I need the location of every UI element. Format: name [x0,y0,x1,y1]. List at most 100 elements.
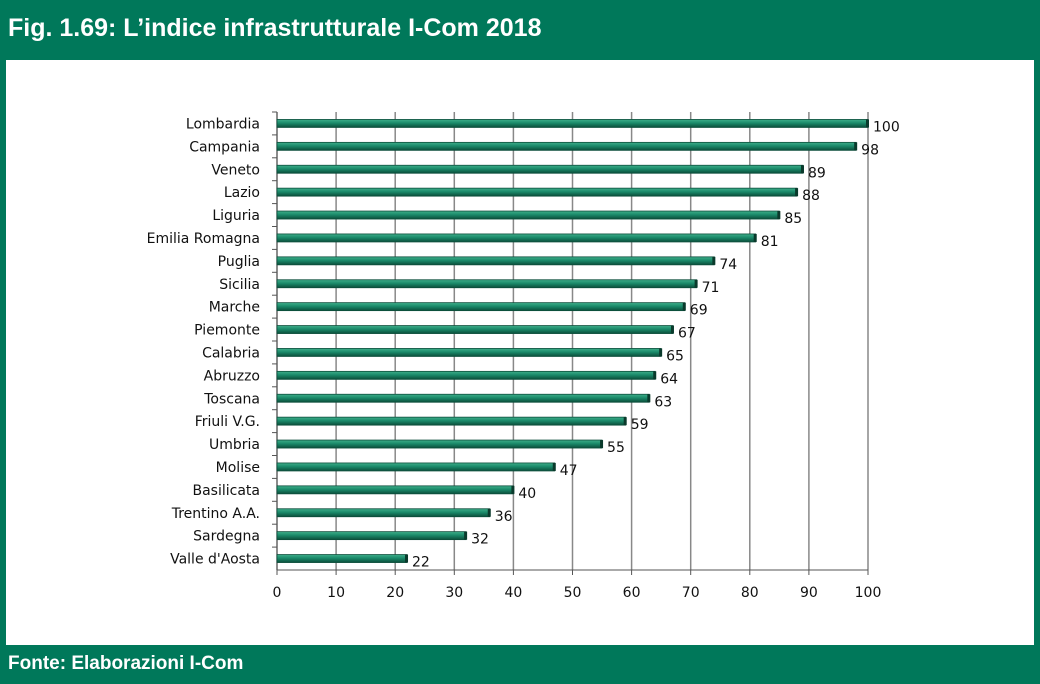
data-label: 47 [560,463,578,479]
bar-end-cap [659,348,663,357]
bar-end-cap [405,554,409,563]
bar [276,233,757,243]
bar-end-cap [866,119,869,128]
bar-end-cap [800,165,804,174]
x-tick-label: 100 [855,585,882,601]
data-label: 32 [471,532,489,548]
bar-end-cap [511,485,515,494]
data-label: 67 [678,326,696,342]
bars [276,119,869,563]
data-label: 63 [654,394,672,410]
bar [276,279,698,289]
category-label: Emilia Romagna [147,231,260,247]
bar [276,485,514,495]
data-label: 55 [607,440,625,456]
figure-header: Fig. 1.69: L’indice infrastrutturale I-C… [0,0,1040,60]
data-label: 81 [761,234,779,250]
category-label: Lombardia [186,116,260,132]
bar-end-cap [552,462,556,471]
category-label: Liguria [212,208,260,224]
category-label: Toscana [203,391,260,407]
category-label: Veneto [211,162,260,178]
bar [276,393,650,403]
bar-end-cap [670,325,674,334]
figure-footer: Fonte: Elaborazioni I-Com [0,645,1040,684]
figure-title: Fig. 1.69: L’indice infrastrutturale I-C… [8,14,542,42]
bar [276,554,408,563]
bar [276,348,662,357]
bar-end-cap [487,508,491,517]
x-tick-label: 40 [504,585,522,601]
bar-end-cap [464,531,468,540]
frame-border-left [0,60,6,645]
bar [276,531,467,541]
x-tick-label: 70 [682,585,700,601]
data-label: 69 [690,303,708,319]
category-label: Trentino A.A. [171,506,260,522]
x-tick-label: 60 [623,585,641,601]
x-tick-label: 30 [445,585,463,601]
bar-end-cap [623,417,627,426]
data-label: 64 [660,371,678,387]
category-label: Valle d'Aosta [170,552,260,568]
bar-end-cap [795,188,799,197]
data-label: 36 [495,509,513,525]
x-tick-label: 20 [386,585,404,601]
bar [276,164,804,174]
bar [276,256,715,266]
category-label: Lazio [224,185,260,201]
bar [276,210,780,220]
bar [276,187,798,197]
bar-end-cap [753,233,757,242]
category-label: Friuli V.G. [195,414,260,430]
bar-end-cap [682,302,686,311]
bar [276,462,556,472]
bar [276,141,857,151]
x-tick-label: 80 [741,585,759,601]
data-label: 65 [666,348,684,364]
source-note: Fonte: Elaborazioni I-Com [8,653,244,674]
category-label: Campania [189,139,260,155]
category-label: Piemonte [194,323,260,339]
bar-end-cap [712,256,716,265]
category-label: Sardegna [193,529,260,545]
data-label: 59 [631,417,649,433]
bar [276,302,686,312]
category-label: Sicilia [219,277,260,293]
bar-end-cap [694,279,698,288]
bar [276,508,491,518]
x-tick-label: 10 [327,585,345,601]
data-label: 89 [808,165,826,181]
data-label: 22 [412,555,430,571]
bar-end-cap [647,394,651,403]
data-label: 85 [784,211,802,227]
gridlines [272,111,869,575]
data-label: 100 [873,119,900,135]
data-label: 71 [702,280,720,296]
data-label: 88 [802,188,820,204]
bar-end-cap [854,142,858,151]
bar [276,439,603,449]
bar-end-cap [777,211,781,220]
category-label: Abruzzo [204,368,260,384]
data-label: 40 [518,486,536,502]
x-tick-label: 90 [800,585,818,601]
category-label: Puglia [218,254,260,270]
category-label: Basilicata [193,483,261,499]
bar [276,119,869,128]
bar [276,370,656,380]
category-label: Marche [209,300,260,316]
bar-end-cap [600,440,604,449]
frame-border-right [1034,60,1040,645]
data-label: 74 [719,257,737,273]
labels: 0 10 20 30 40 50 60 70 80 90 100 Lombardia 100 Campan… [147,116,900,601]
category-label: Umbria [209,437,260,453]
x-tick-label: 0 [273,585,282,601]
x-tick-label: 50 [564,585,582,601]
category-label: Molise [216,460,260,476]
bar-end-cap [653,371,657,380]
category-label: Calabria [202,345,260,361]
bar [276,416,627,426]
